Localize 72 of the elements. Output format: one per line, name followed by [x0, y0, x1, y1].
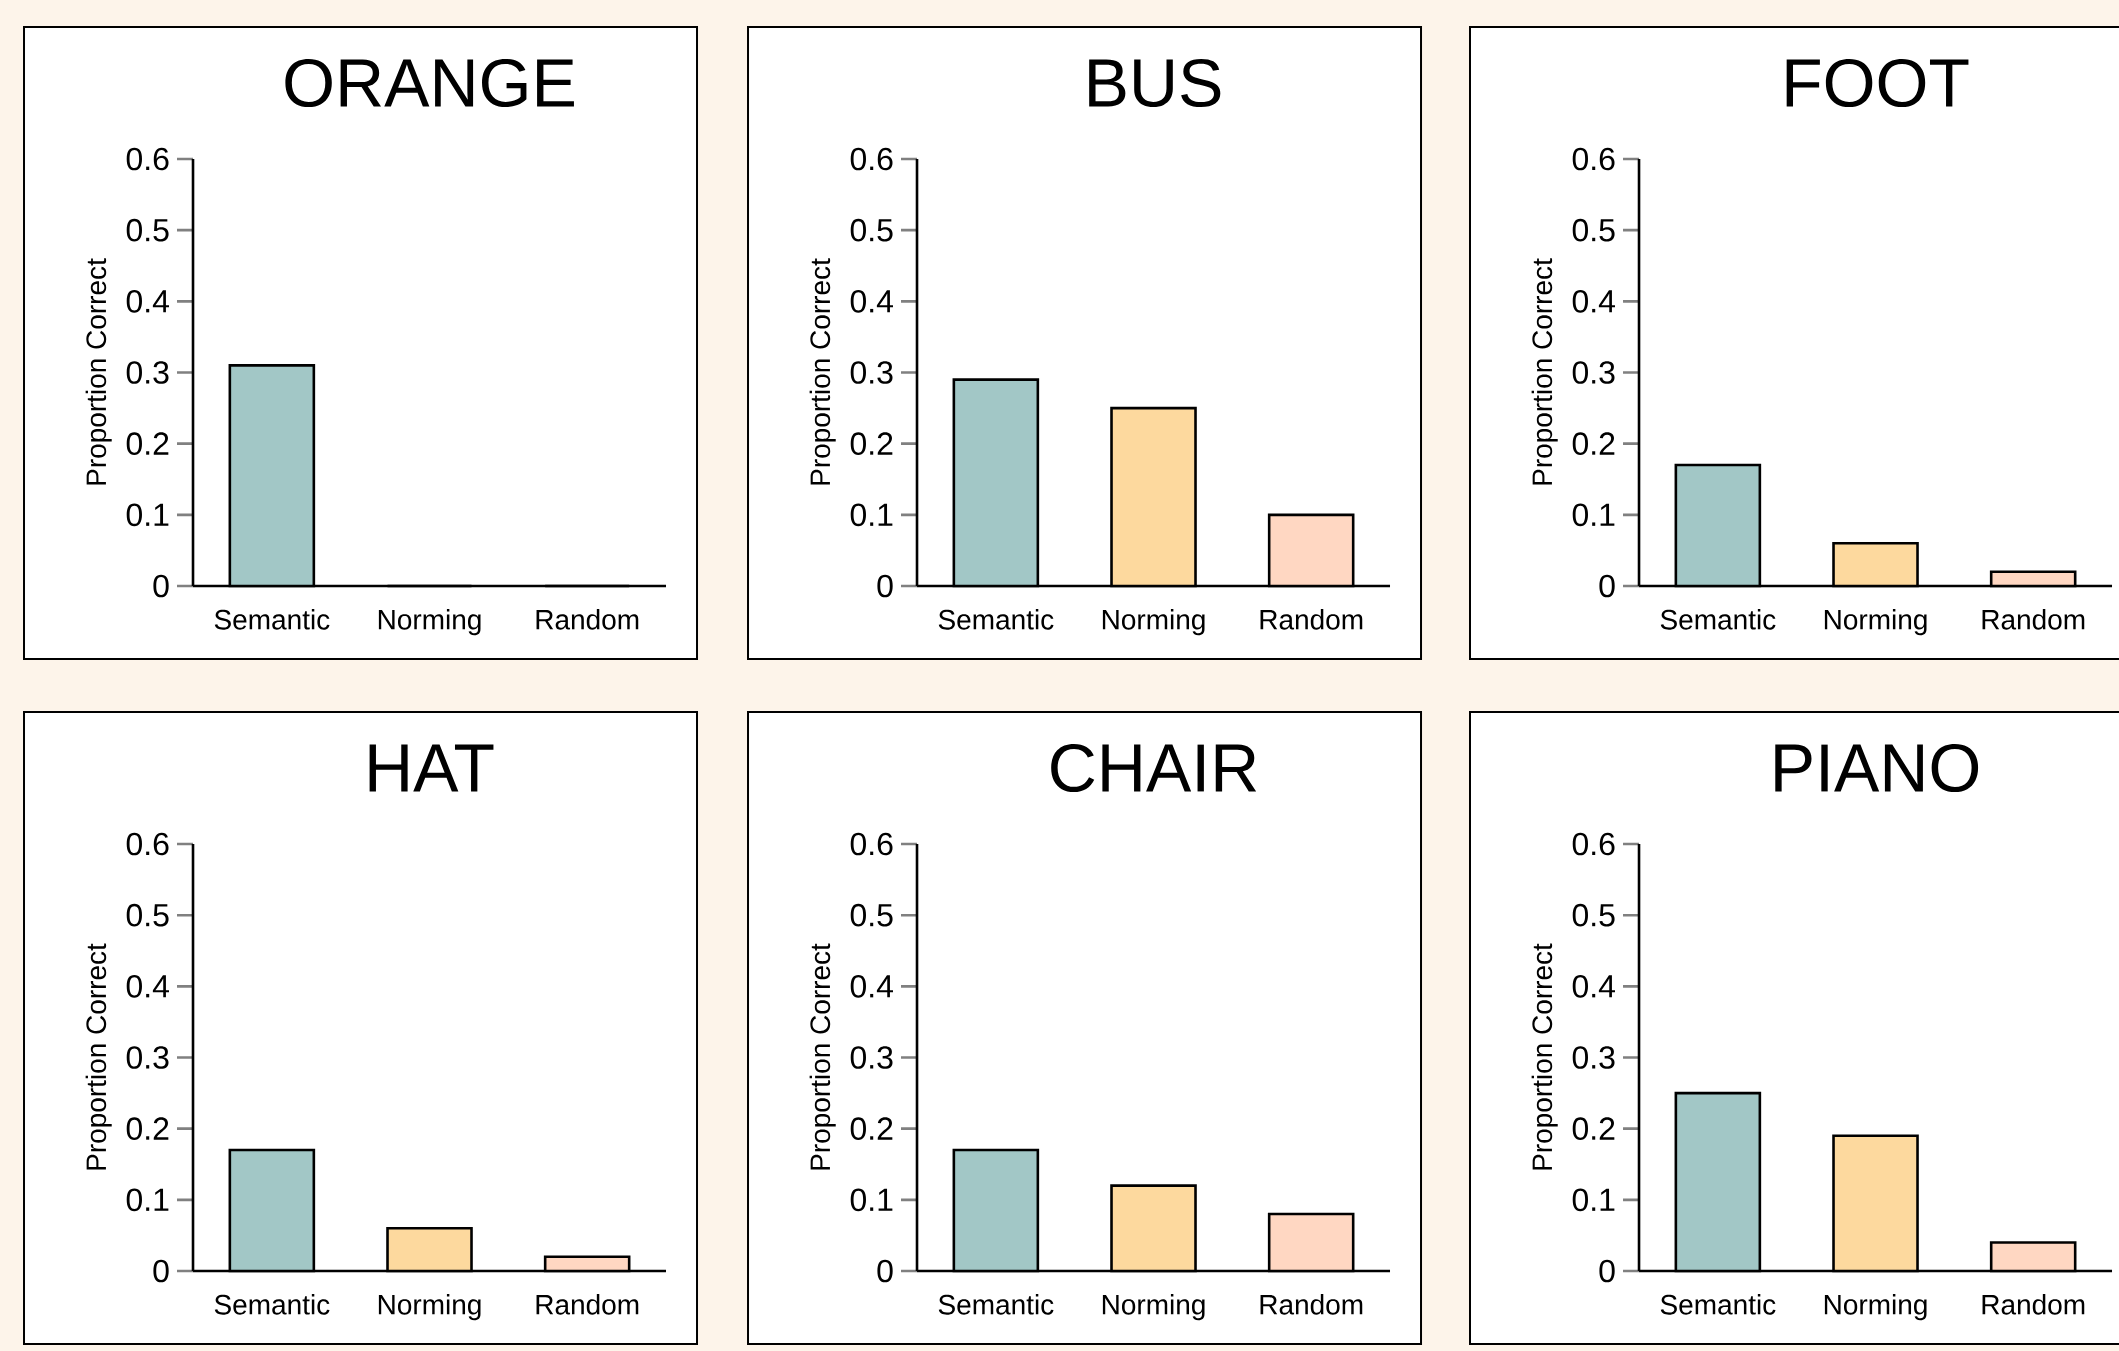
- y-tick-label: 0.4: [1572, 290, 1615, 313]
- y-tick-label: 0.3: [850, 1046, 893, 1069]
- y-tick-label: 0.4: [850, 290, 893, 313]
- y-tick-label: 0.6: [850, 147, 893, 171]
- y-tick-label: 0.2: [850, 432, 893, 455]
- x-tick-label: Norming: [1824, 1294, 1927, 1321]
- y-tick-label: 0: [1599, 1259, 1615, 1283]
- y-tick-label: 0.6: [1572, 832, 1615, 856]
- y-tick-label: 0.6: [126, 147, 169, 171]
- y-tick-label: 0.5: [1572, 903, 1615, 927]
- y-axis-title: Proportion Correct: [85, 943, 112, 1170]
- y-tick-label: 0.2: [850, 1117, 893, 1140]
- y-tick-label: 0.3: [126, 1046, 169, 1069]
- chart-title: CHAIR: [1051, 743, 1257, 793]
- x-tick-label: Norming: [1102, 609, 1205, 636]
- chart-title: HAT: [369, 744, 494, 792]
- y-tick-label: 0.2: [1572, 432, 1615, 455]
- y-tick-label: 0.5: [126, 218, 169, 242]
- chart-title: FOOT: [1786, 58, 1969, 108]
- y-axis-title: Proportion Correct: [809, 943, 836, 1170]
- x-tick-label: Random: [536, 609, 639, 630]
- y-tick-label: 0.3: [1572, 361, 1615, 384]
- y-tick-label: 0.4: [126, 975, 169, 998]
- y-tick-label: 0.3: [1572, 1046, 1615, 1069]
- y-tick-label: 0: [153, 574, 169, 598]
- x-tick-label: Norming: [378, 1294, 481, 1321]
- x-tick-label: Norming: [1824, 609, 1927, 636]
- y-tick-label: 0.4: [850, 975, 893, 998]
- y-axis-title: Proportion Correct: [1531, 943, 1558, 1170]
- y-tick-label: 0.4: [1572, 975, 1615, 998]
- x-tick-label: Norming: [378, 609, 481, 636]
- y-axis-title: Proportion Correct: [85, 258, 112, 485]
- x-tick-label: Random: [536, 1294, 639, 1315]
- y-tick-label: 0.2: [1572, 1117, 1615, 1140]
- x-tick-label: Semantic: [938, 609, 1054, 630]
- x-tick-label: Semantic: [938, 1294, 1054, 1315]
- x-tick-label: Semantic: [214, 609, 330, 630]
- y-tick-label: 0.6: [126, 832, 169, 856]
- y-tick-label: 0.2: [126, 432, 169, 455]
- x-tick-label: Random: [1260, 1294, 1363, 1315]
- y-tick-label: 0: [877, 574, 893, 598]
- y-tick-label: 0.3: [126, 361, 169, 384]
- y-tick-label: 0.5: [850, 903, 893, 927]
- y-tick-label: 0.6: [850, 832, 893, 856]
- y-tick-label: 0.3: [850, 361, 893, 384]
- x-tick-label: Norming: [1102, 1294, 1205, 1321]
- y-tick-label: 0.5: [126, 903, 169, 927]
- y-tick-label: 0.2: [126, 1117, 169, 1140]
- y-tick-label: 0.1: [126, 1188, 169, 1212]
- y-axis-title: Proportion Correct: [809, 258, 836, 485]
- y-tick-label: 0.1: [1572, 503, 1615, 527]
- y-tick-label: 0.1: [126, 503, 169, 527]
- y-tick-label: 0.1: [850, 503, 893, 527]
- y-tick-label: 0: [877, 1259, 893, 1283]
- y-axis-title: Proportion Correct: [1531, 258, 1558, 485]
- chart-title: PIANO: [1775, 743, 1979, 793]
- y-tick-label: 0.5: [850, 218, 893, 242]
- y-tick-label: 0.6: [1572, 147, 1615, 171]
- x-tick-label: Semantic: [1660, 609, 1776, 630]
- y-tick-label: 0.4: [126, 290, 169, 313]
- x-tick-label: Semantic: [1660, 1294, 1776, 1315]
- x-tick-label: Random: [1260, 609, 1363, 630]
- y-tick-label: 0.1: [850, 1188, 893, 1212]
- chart-title: ORANGE: [285, 58, 574, 108]
- y-tick-label: 0: [1599, 574, 1615, 598]
- x-tick-label: Random: [1982, 1294, 2085, 1315]
- y-tick-label: 0.5: [1572, 218, 1615, 242]
- chart-title: BUS: [1089, 58, 1221, 108]
- y-tick-label: 0.1: [1572, 1188, 1615, 1212]
- y-tick-label: 0: [153, 1259, 169, 1283]
- x-tick-label: Random: [1982, 609, 2085, 630]
- x-tick-label: Semantic: [214, 1294, 330, 1315]
